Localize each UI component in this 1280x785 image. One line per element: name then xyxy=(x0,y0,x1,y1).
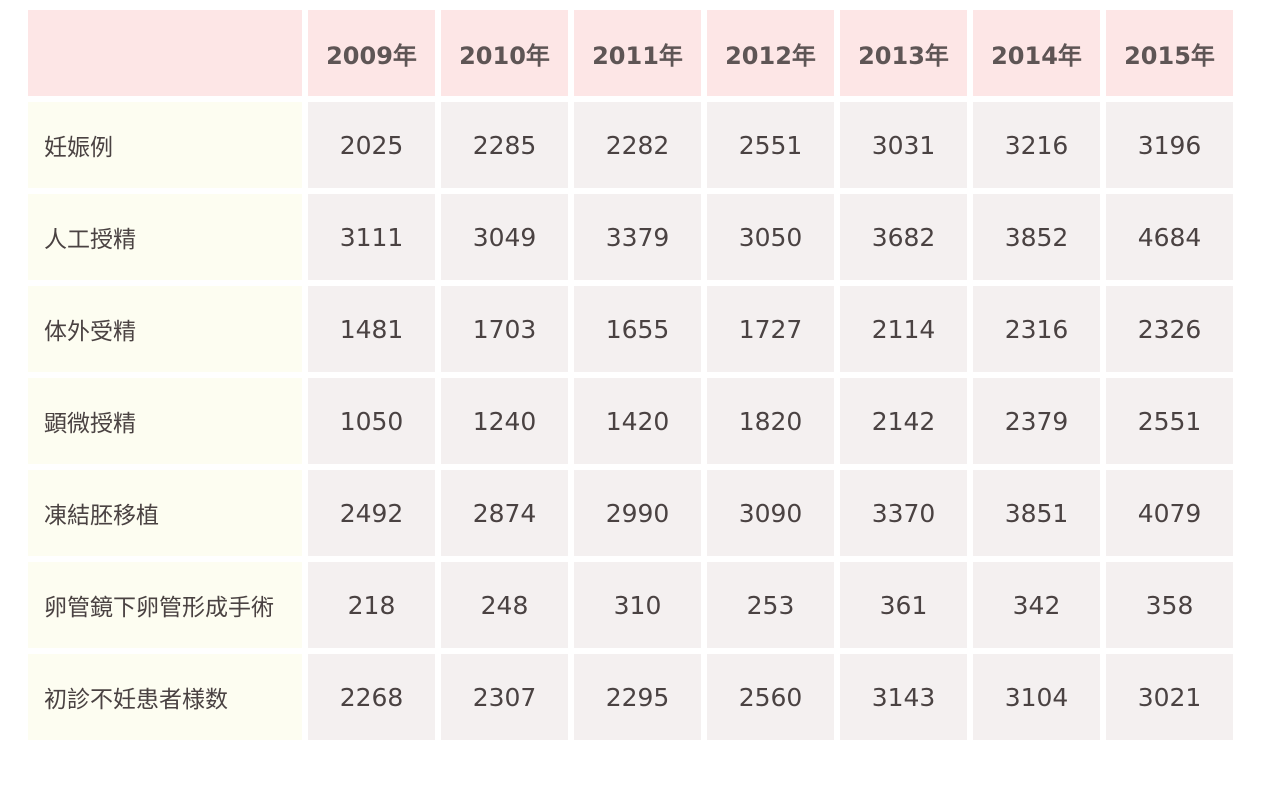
table-cell: 3682 xyxy=(840,194,967,280)
table-cell: 253 xyxy=(707,562,834,648)
table-cell: 3111 xyxy=(308,194,435,280)
corner-cell xyxy=(28,10,302,96)
table-cell: 2326 xyxy=(1106,286,1233,372)
table-cell: 3104 xyxy=(973,654,1100,740)
table-cell: 3049 xyxy=(441,194,568,280)
table-row: 顕微授精 1050 1240 1420 1820 2142 2379 2551 xyxy=(28,378,1233,464)
table-cell: 2551 xyxy=(1106,378,1233,464)
row-label: 卵管鏡下卵管形成手術 xyxy=(28,562,302,648)
table-row: 人工授精 3111 3049 3379 3050 3682 3852 4684 xyxy=(28,194,1233,280)
table-cell: 361 xyxy=(840,562,967,648)
year-header-2010: 2010年 xyxy=(441,10,568,96)
table-cell: 1727 xyxy=(707,286,834,372)
table-cell: 2285 xyxy=(441,102,568,188)
table-cell: 3851 xyxy=(973,470,1100,556)
table-cell: 4684 xyxy=(1106,194,1233,280)
table-cell: 3031 xyxy=(840,102,967,188)
table-row: 卵管鏡下卵管形成手術 218 248 310 253 361 342 358 xyxy=(28,562,1233,648)
table-cell: 1240 xyxy=(441,378,568,464)
table-cell: 2268 xyxy=(308,654,435,740)
table-cell: 2990 xyxy=(574,470,701,556)
row-label: 顕微授精 xyxy=(28,378,302,464)
table-cell: 3143 xyxy=(840,654,967,740)
table-cell: 1420 xyxy=(574,378,701,464)
table-cell: 1655 xyxy=(574,286,701,372)
table-cell: 1703 xyxy=(441,286,568,372)
table-cell: 3196 xyxy=(1106,102,1233,188)
table-cell: 3021 xyxy=(1106,654,1233,740)
row-label: 凍結胚移植 xyxy=(28,470,302,556)
table-cell: 218 xyxy=(308,562,435,648)
table-cell: 2874 xyxy=(441,470,568,556)
table-cell: 2379 xyxy=(973,378,1100,464)
table-cell: 2295 xyxy=(574,654,701,740)
statistics-table: 2009年 2010年 2011年 2012年 2013年 2014年 2015… xyxy=(22,4,1239,746)
table-cell: 358 xyxy=(1106,562,1233,648)
year-header-2014: 2014年 xyxy=(973,10,1100,96)
table-body: 妊娠例 2025 2285 2282 2551 3031 3216 3196 人… xyxy=(28,102,1233,740)
table-cell: 3852 xyxy=(973,194,1100,280)
year-header-2015: 2015年 xyxy=(1106,10,1233,96)
header-row: 2009年 2010年 2011年 2012年 2013年 2014年 2015… xyxy=(28,10,1233,96)
table-row: 体外受精 1481 1703 1655 1727 2114 2316 2326 xyxy=(28,286,1233,372)
table-cell: 248 xyxy=(441,562,568,648)
table-cell: 2551 xyxy=(707,102,834,188)
row-label: 人工授精 xyxy=(28,194,302,280)
table-cell: 1050 xyxy=(308,378,435,464)
table-cell: 342 xyxy=(973,562,1100,648)
table-cell: 2025 xyxy=(308,102,435,188)
year-header-2009: 2009年 xyxy=(308,10,435,96)
table-header: 2009年 2010年 2011年 2012年 2013年 2014年 2015… xyxy=(28,10,1233,96)
table-cell: 2492 xyxy=(308,470,435,556)
table-cell: 2114 xyxy=(840,286,967,372)
row-label: 妊娠例 xyxy=(28,102,302,188)
table-cell: 2560 xyxy=(707,654,834,740)
table-cell: 3216 xyxy=(973,102,1100,188)
table-cell: 3379 xyxy=(574,194,701,280)
table-row: 妊娠例 2025 2285 2282 2551 3031 3216 3196 xyxy=(28,102,1233,188)
year-header-2013: 2013年 xyxy=(840,10,967,96)
table-cell: 2282 xyxy=(574,102,701,188)
table-cell: 4079 xyxy=(1106,470,1233,556)
row-label: 初診不妊患者様数 xyxy=(28,654,302,740)
year-header-2012: 2012年 xyxy=(707,10,834,96)
year-header-2011: 2011年 xyxy=(574,10,701,96)
table-cell: 2316 xyxy=(973,286,1100,372)
table-cell: 1481 xyxy=(308,286,435,372)
table-cell: 310 xyxy=(574,562,701,648)
table-cell: 3090 xyxy=(707,470,834,556)
table-cell: 3050 xyxy=(707,194,834,280)
row-label: 体外受精 xyxy=(28,286,302,372)
table-row: 凍結胚移植 2492 2874 2990 3090 3370 3851 4079 xyxy=(28,470,1233,556)
table-cell: 1820 xyxy=(707,378,834,464)
table-cell: 2307 xyxy=(441,654,568,740)
table-cell: 3370 xyxy=(840,470,967,556)
table-row: 初診不妊患者様数 2268 2307 2295 2560 3143 3104 3… xyxy=(28,654,1233,740)
table-cell: 2142 xyxy=(840,378,967,464)
